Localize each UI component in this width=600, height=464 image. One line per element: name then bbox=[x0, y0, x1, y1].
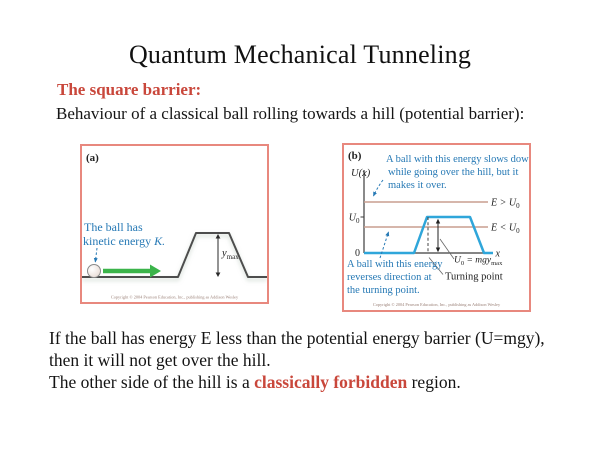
conclusion-line1: If the ball has energy E less than the p… bbox=[49, 328, 545, 348]
over-note-pointer-arrow bbox=[373, 179, 384, 197]
conclusion-text: If the ball has energy E less than the p… bbox=[49, 327, 545, 393]
velocity-arrowhead bbox=[150, 264, 161, 278]
figure-a-label: (a) bbox=[86, 152, 99, 164]
ymax-arrowhead-top bbox=[215, 234, 221, 239]
ymax-label: ymax bbox=[221, 248, 239, 261]
turning-point-pointer bbox=[428, 257, 444, 275]
u0-equation-label: U0 = mgymax bbox=[454, 256, 503, 268]
origin-label: 0 bbox=[355, 248, 360, 259]
conclusion-line3-suffix: region. bbox=[407, 372, 461, 392]
barrier-height-arrowhead-top bbox=[435, 218, 441, 224]
e-greater-label: E > U0 bbox=[490, 198, 520, 211]
classically-forbidden-highlight: classically forbidden bbox=[254, 372, 408, 392]
conclusion-line3: The other side of the hill is a classica… bbox=[49, 371, 545, 393]
y-axis-label: U(x) bbox=[351, 168, 371, 179]
ground-and-hill-outline bbox=[82, 232, 267, 278]
turning-point-label: Turning point bbox=[445, 272, 503, 283]
reverse-note-line1: A ball with this energy bbox=[347, 259, 443, 270]
page-title: Quantum Mechanical Tunneling bbox=[128, 40, 472, 69]
ball-note-line2: kinetic energy K. bbox=[83, 234, 165, 248]
figure-a-panel: (a) ymax The ball has kinetic energy K. … bbox=[80, 144, 269, 304]
figure-b-label: (b) bbox=[348, 150, 362, 162]
potential-barrier-curve bbox=[364, 215, 493, 255]
conclusion-line3-prefix: The other side of the hill is a bbox=[49, 372, 255, 392]
barrier-height-arrowhead-bottom bbox=[435, 247, 441, 253]
figure-a-diagram: (a) ymax The ball has kinetic energy K. … bbox=[82, 152, 267, 301]
ball bbox=[87, 264, 101, 278]
figure-b-copyright: Copyright © 2004 Pearson Education, Inc.… bbox=[373, 302, 501, 308]
reverse-note-line3: the turning point. bbox=[347, 285, 420, 296]
over-note-line3: makes it over. bbox=[388, 180, 447, 191]
figure-a-copyright: Copyright © 2004 Pearson Education, Inc.… bbox=[111, 295, 239, 301]
figure-b-diagram: (b) U(x) x 0 U0 E > U0 E < U0 bbox=[347, 150, 529, 308]
reverse-note-pointer-arrow bbox=[379, 231, 390, 259]
reverse-note-line2: reverses direction at bbox=[347, 272, 432, 283]
intro-text: Behaviour of a classical ball rolling to… bbox=[56, 104, 525, 123]
figure-b-panel: (b) U(x) x 0 U0 E > U0 E < U0 bbox=[342, 143, 531, 312]
section-heading: The square barrier: bbox=[57, 80, 202, 99]
u0-axis-label: U0 bbox=[349, 213, 360, 226]
u0-equation-pointer bbox=[439, 238, 455, 260]
over-note-line1: A ball with this energy slows down bbox=[386, 154, 529, 165]
ball-note-pointer-arrow bbox=[93, 247, 98, 263]
ball-note-line1: The ball has bbox=[84, 220, 143, 234]
over-note-line2: while going over the hill, but it bbox=[388, 167, 518, 178]
e-less-label: E < U0 bbox=[490, 223, 520, 236]
ymax-arrowhead-bottom bbox=[215, 272, 221, 277]
x-axis-label: x bbox=[495, 249, 501, 260]
conclusion-line2: then it will not get over the hill. bbox=[49, 350, 271, 370]
